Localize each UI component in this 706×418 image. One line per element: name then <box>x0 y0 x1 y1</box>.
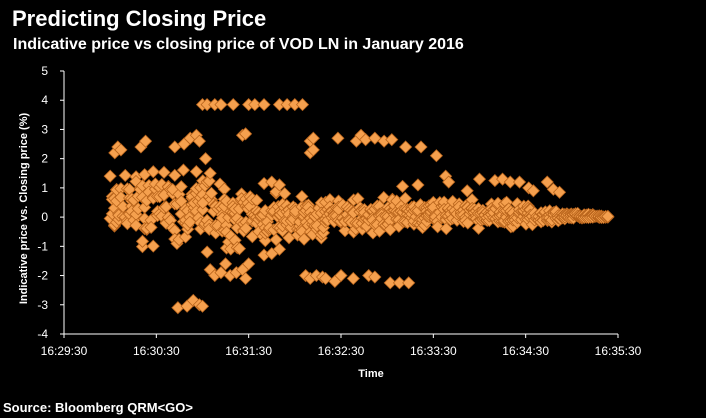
data-point <box>460 184 474 198</box>
data-point <box>203 166 217 180</box>
data-point <box>269 233 283 247</box>
x-tick-label: 16:34:30 <box>502 344 549 358</box>
data-point <box>472 172 487 186</box>
data-point <box>232 242 246 256</box>
data-point <box>202 174 216 188</box>
source-note: Source: Bloomberg QRM<GO> <box>3 400 193 415</box>
x-tick-label: 16:31:30 <box>225 344 272 358</box>
y-tick-label: 1 <box>41 181 48 195</box>
data-point <box>383 276 397 290</box>
y-axis-title: Indicative price vs. Closing price (%) <box>18 113 30 305</box>
data-point <box>295 189 309 204</box>
data-point <box>146 239 160 253</box>
data-point <box>431 220 445 234</box>
data-point <box>199 152 213 166</box>
data-point <box>385 133 399 147</box>
y-tick-label: -2 <box>37 269 48 283</box>
data-point <box>239 221 253 235</box>
data-point <box>144 220 158 234</box>
data-point <box>157 165 171 179</box>
data-point <box>257 98 271 112</box>
y-tick-label: 3 <box>41 122 48 136</box>
data-point <box>174 180 188 194</box>
data-point <box>540 175 554 189</box>
data-point <box>214 98 228 112</box>
data-point <box>135 234 150 248</box>
data-point <box>146 165 160 179</box>
data-point <box>439 222 453 236</box>
data-point <box>601 209 615 224</box>
data-point <box>411 178 425 192</box>
data-point <box>204 186 218 200</box>
y-tick-label: 0 <box>41 210 48 224</box>
data-point <box>414 140 428 154</box>
data-point <box>219 257 233 271</box>
y-tick-label: -1 <box>37 239 48 253</box>
axes-layer: 5 4 3 2 1 0 -1 -2 -3 -4 16:29:30 16:30:30 16:31:30 16… <box>37 64 641 358</box>
data-point <box>368 270 382 284</box>
data-point <box>242 257 256 271</box>
data-point <box>402 276 416 290</box>
data-point <box>272 242 287 256</box>
data-point <box>512 175 527 189</box>
data-point <box>176 163 190 177</box>
data-point <box>272 178 287 192</box>
data-point <box>338 224 352 238</box>
data-point <box>118 168 132 183</box>
data-point <box>399 140 413 154</box>
data-point <box>297 232 311 246</box>
data-point <box>192 134 206 148</box>
data-point <box>503 175 517 189</box>
data-point <box>189 165 203 179</box>
data-point <box>114 143 128 157</box>
data-point <box>306 143 320 157</box>
chart-subtitle: Indicative price vs closing price of VOD… <box>13 36 464 53</box>
data-point <box>526 184 540 198</box>
x-tick-label: 16:32:30 <box>318 344 365 358</box>
data-point <box>398 191 412 205</box>
data-point <box>248 98 262 112</box>
x-tick-label: 16:30:30 <box>133 344 180 358</box>
marks-layer <box>103 98 615 315</box>
data-point <box>258 234 272 248</box>
x-tick-label: 16:29:30 <box>41 344 88 358</box>
data-point <box>346 271 360 286</box>
x-tick-label: 16:35:30 <box>595 344 642 358</box>
data-point <box>442 175 456 189</box>
chart-title: Predicting Closing Price <box>12 6 267 31</box>
y-tick-label: -4 <box>37 327 48 341</box>
data-point <box>195 299 210 313</box>
data-point <box>331 131 345 145</box>
data-point <box>334 268 348 283</box>
data-point <box>138 134 153 148</box>
x-axis-title: Time <box>358 368 383 380</box>
data-point <box>295 98 310 112</box>
y-tick-label: 2 <box>41 152 48 166</box>
data-point <box>429 149 443 163</box>
y-tick-label: -3 <box>37 298 48 312</box>
data-point <box>239 271 253 286</box>
y-tick-label: 5 <box>41 64 48 78</box>
data-point <box>278 187 292 201</box>
data-point <box>183 215 197 229</box>
data-point <box>392 276 407 290</box>
data-point <box>552 185 567 199</box>
data-point <box>196 203 210 217</box>
data-point <box>239 127 253 141</box>
data-point <box>395 179 410 193</box>
x-tick-label: 16:33:30 <box>410 344 457 358</box>
data-point <box>168 168 182 182</box>
data-point <box>200 245 214 259</box>
data-point <box>226 98 240 112</box>
data-point <box>103 169 117 183</box>
y-tick-label: 4 <box>41 93 48 107</box>
